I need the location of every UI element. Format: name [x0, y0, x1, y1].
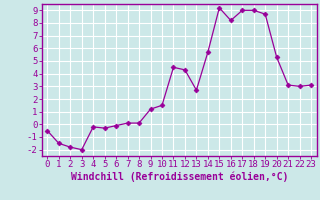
- X-axis label: Windchill (Refroidissement éolien,°C): Windchill (Refroidissement éolien,°C): [70, 172, 288, 182]
